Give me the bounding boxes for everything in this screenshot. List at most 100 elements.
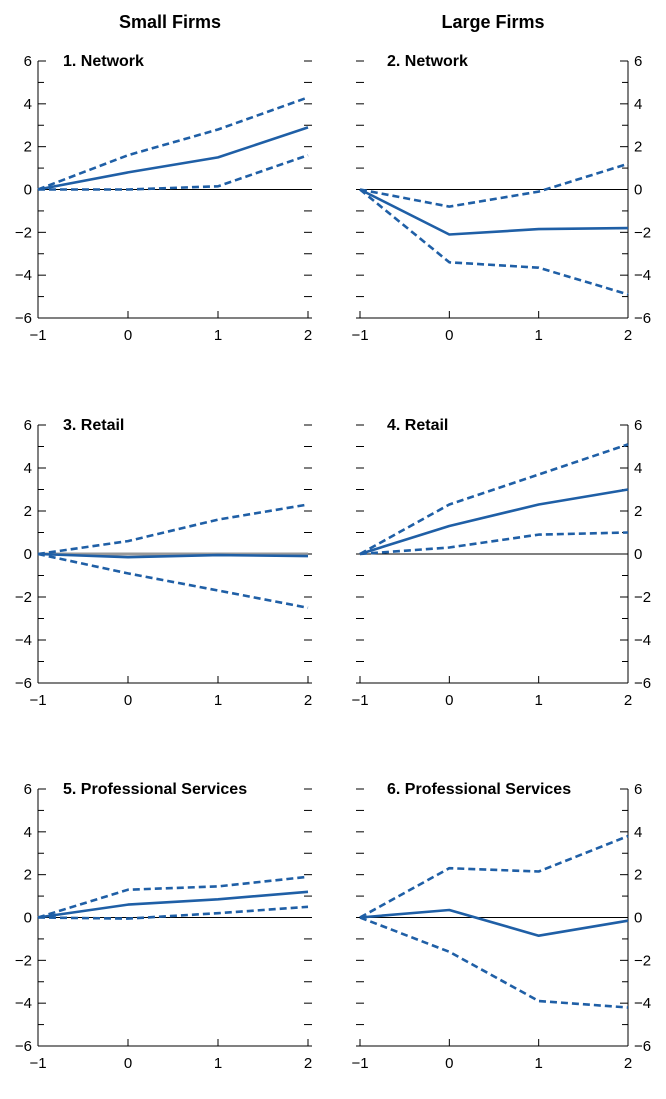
column-title-large-firms: Large Firms (441, 12, 544, 32)
y-tick-label: 2 (634, 139, 642, 156)
x-tick-label: 1 (214, 327, 222, 344)
y-tick-label: −6 (15, 675, 32, 692)
y-tick-label: −2 (15, 224, 32, 241)
estimate-line (359, 188, 629, 236)
panel-6: −6 −4 −2 0 2 4 6 −1 0 1 2 6. Professional Services (351, 781, 651, 1072)
confidence-band-line (359, 162, 629, 208)
x-tick-label: 0 (124, 692, 132, 709)
y-tick-label: 2 (634, 867, 642, 884)
panel-title: 1. Network (63, 53, 144, 70)
panel-title: 3. Retail (63, 417, 124, 434)
y-tick-label: 6 (24, 781, 32, 798)
confidence-band-line (37, 905, 309, 920)
y-tick-label: −6 (634, 675, 651, 692)
x-tick-label: 2 (624, 692, 632, 709)
confidence-band-line (359, 916, 629, 1009)
column-title-small-firms: Small Firms (119, 12, 221, 32)
panel-title: 2. Network (387, 53, 468, 70)
y-tick-label: 0 (24, 910, 32, 927)
panel-title: 4. Retail (387, 417, 448, 434)
x-tick-label: 2 (304, 692, 312, 709)
confidence-band-line (37, 96, 309, 191)
estimate-line (359, 488, 629, 556)
confidence-band-line (38, 153, 309, 191)
x-tick-label: −1 (351, 1055, 368, 1072)
x-tick-label: −1 (29, 692, 46, 709)
estimate-line (37, 552, 309, 559)
x-tick-label: 2 (304, 327, 312, 344)
x-tick-label: 0 (124, 327, 132, 344)
x-tick-label: 0 (445, 692, 453, 709)
panel-title: 5. Professional Services (63, 781, 247, 798)
y-tick-label: 2 (24, 867, 32, 884)
y-tick-label: −4 (15, 995, 32, 1012)
x-tick-label: 0 (124, 1055, 132, 1072)
y-tick-label: −4 (634, 995, 651, 1012)
x-tick-label: −1 (29, 327, 46, 344)
x-tick-label: 2 (624, 327, 632, 344)
panel-title: 6. Professional Services (387, 781, 571, 798)
y-tick-label: 6 (634, 53, 642, 70)
x-tick-label: 1 (214, 692, 222, 709)
confidence-band-line (37, 503, 309, 556)
x-tick-label: 1 (534, 327, 542, 344)
y-tick-label: −2 (15, 952, 32, 969)
y-tick-label: −2 (634, 224, 651, 241)
y-tick-label: 4 (634, 460, 642, 477)
y-tick-label: −6 (15, 1038, 32, 1055)
panel-1: −6 −4 −2 0 2 4 6 −1 0 1 2 1. Network (15, 53, 312, 344)
x-tick-label: −1 (351, 692, 368, 709)
x-tick-label: 1 (534, 692, 542, 709)
y-tick-label: 4 (634, 824, 642, 841)
panel-5: −6 −4 −2 0 2 4 6 −1 0 1 2 5. Professional Services (15, 781, 312, 1072)
x-tick-label: 0 (445, 1055, 453, 1072)
x-tick-label: 2 (624, 1055, 632, 1072)
y-tick-label: −4 (634, 632, 651, 649)
y-tick-label: 6 (24, 53, 32, 70)
y-tick-label: 0 (634, 546, 642, 563)
estimate-line (37, 126, 309, 191)
y-tick-label: 2 (24, 139, 32, 156)
y-tick-label: 6 (634, 781, 642, 798)
x-tick-label: −1 (29, 1055, 46, 1072)
y-tick-label: −2 (15, 589, 32, 606)
x-tick-label: 1 (214, 1055, 222, 1072)
y-tick-label: 0 (24, 182, 32, 199)
y-tick-label: −6 (15, 310, 32, 327)
y-tick-label: 0 (24, 546, 32, 563)
confidence-band-line (359, 443, 629, 556)
y-tick-label: −4 (15, 267, 32, 284)
y-tick-label: 4 (24, 460, 32, 477)
y-tick-label: −2 (634, 589, 651, 606)
y-tick-label: −6 (634, 310, 651, 327)
y-tick-label: −2 (634, 952, 651, 969)
y-tick-label: 2 (634, 503, 642, 520)
y-tick-label: 6 (634, 417, 642, 434)
y-tick-label: 4 (634, 96, 642, 113)
confidence-band-line (37, 875, 309, 919)
y-tick-label: −4 (15, 632, 32, 649)
y-tick-label: 4 (24, 96, 32, 113)
x-tick-label: 0 (445, 327, 453, 344)
y-tick-label: −4 (634, 267, 651, 284)
y-tick-label: 0 (634, 182, 642, 199)
y-tick-label: 6 (24, 417, 32, 434)
y-tick-label: 4 (24, 824, 32, 841)
y-tick-label: −6 (634, 1038, 651, 1055)
panel-3: −6 −4 −2 0 2 4 6 −1 0 1 2 3. Retail (15, 417, 312, 709)
panel-4: −6 −4 −2 0 2 4 6 −1 0 1 2 4. Retail (351, 417, 651, 709)
estimate-line (359, 908, 629, 938)
confidence-band-line (359, 188, 629, 296)
panels: −6 −4 −2 0 2 4 6 −1 0 1 2 1. Network −6 −4 −2 0 2 4 6 −1 0 1 2… (15, 53, 651, 1072)
x-tick-label: 1 (534, 1055, 542, 1072)
estimate-line (37, 890, 309, 919)
y-tick-label: 0 (634, 910, 642, 927)
y-tick-label: 2 (24, 503, 32, 520)
x-tick-label: 2 (304, 1055, 312, 1072)
panel-2: −6 −4 −2 0 2 4 6 −1 0 1 2 2. Network (351, 53, 651, 344)
confidence-band-line (37, 552, 309, 610)
confidence-band-line (359, 834, 629, 919)
confidence-band-line (359, 531, 629, 556)
x-tick-label: −1 (351, 327, 368, 344)
